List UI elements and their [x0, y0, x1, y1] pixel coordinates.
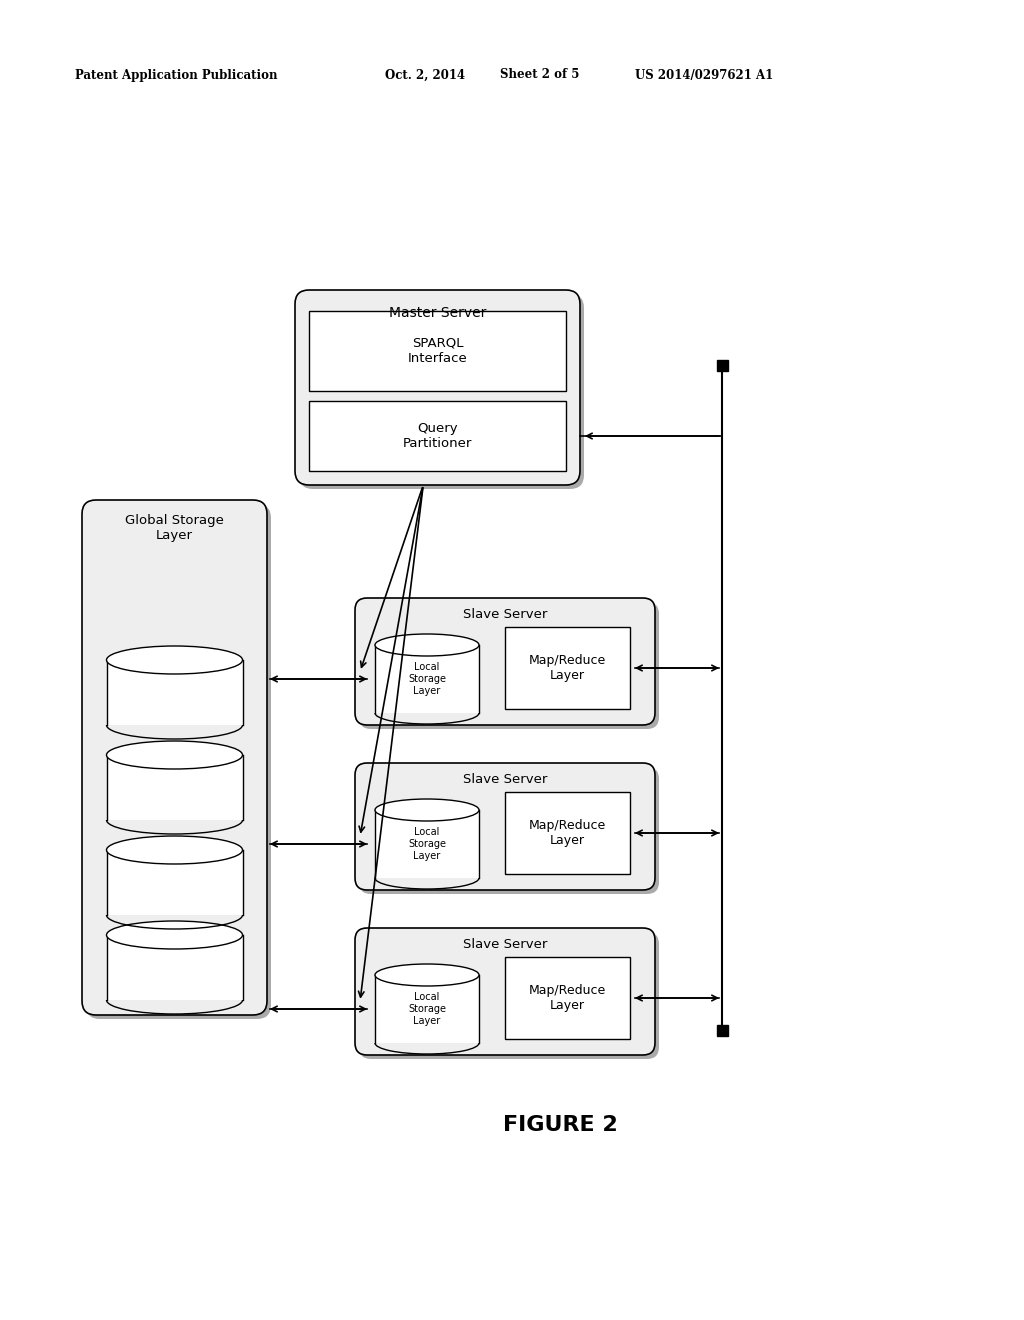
Text: Map/Reduce
Layer: Map/Reduce Layer [528, 983, 606, 1012]
FancyBboxPatch shape [359, 767, 659, 894]
Bar [717, 359, 727, 371]
Ellipse shape [375, 964, 479, 986]
Ellipse shape [106, 645, 243, 675]
Text: Slave Server: Slave Server [463, 939, 547, 950]
Text: Master Server: Master Server [389, 306, 486, 319]
FancyBboxPatch shape [355, 928, 655, 1055]
FancyBboxPatch shape [82, 500, 267, 1015]
Ellipse shape [375, 799, 479, 821]
Bar [106, 755, 243, 820]
Text: Query
Partitioner: Query Partitioner [402, 422, 472, 450]
Bar [505, 627, 630, 709]
Text: Map/Reduce
Layer: Map/Reduce Layer [528, 653, 606, 682]
Text: Local
Storage
Layer: Local Storage Layer [408, 663, 446, 696]
Bar [106, 850, 243, 915]
Text: Patent Application Publication: Patent Application Publication [75, 69, 278, 82]
FancyBboxPatch shape [355, 763, 655, 890]
Text: Map/Reduce
Layer: Map/Reduce Layer [528, 818, 606, 847]
Ellipse shape [106, 921, 243, 949]
Bar [375, 645, 479, 713]
Text: Local
Storage
Layer: Local Storage Layer [408, 828, 446, 861]
Bar [106, 935, 243, 1001]
Ellipse shape [106, 741, 243, 770]
Text: Global Storage
Layer: Global Storage Layer [125, 513, 224, 543]
Bar [106, 660, 243, 725]
Text: Slave Server: Slave Server [463, 609, 547, 620]
Text: Slave Server: Slave Server [463, 774, 547, 785]
Bar [505, 957, 630, 1039]
FancyBboxPatch shape [359, 602, 659, 729]
Bar [309, 312, 566, 391]
Bar [717, 1024, 727, 1035]
Bar [375, 975, 479, 1043]
Ellipse shape [106, 836, 243, 865]
FancyBboxPatch shape [86, 504, 271, 1019]
FancyBboxPatch shape [359, 932, 659, 1059]
Text: FIGURE 2: FIGURE 2 [503, 1115, 617, 1135]
Ellipse shape [375, 634, 479, 656]
Bar [375, 810, 479, 878]
Bar [309, 401, 566, 471]
FancyBboxPatch shape [355, 598, 655, 725]
Text: US 2014/0297621 A1: US 2014/0297621 A1 [635, 69, 773, 82]
Text: Sheet 2 of 5: Sheet 2 of 5 [500, 69, 580, 82]
Text: SPARQL
Interface: SPARQL Interface [408, 337, 467, 366]
FancyBboxPatch shape [295, 290, 580, 484]
Bar [505, 792, 630, 874]
FancyBboxPatch shape [299, 294, 584, 488]
Text: Local
Storage
Layer: Local Storage Layer [408, 993, 446, 1026]
Text: Oct. 2, 2014: Oct. 2, 2014 [385, 69, 465, 82]
